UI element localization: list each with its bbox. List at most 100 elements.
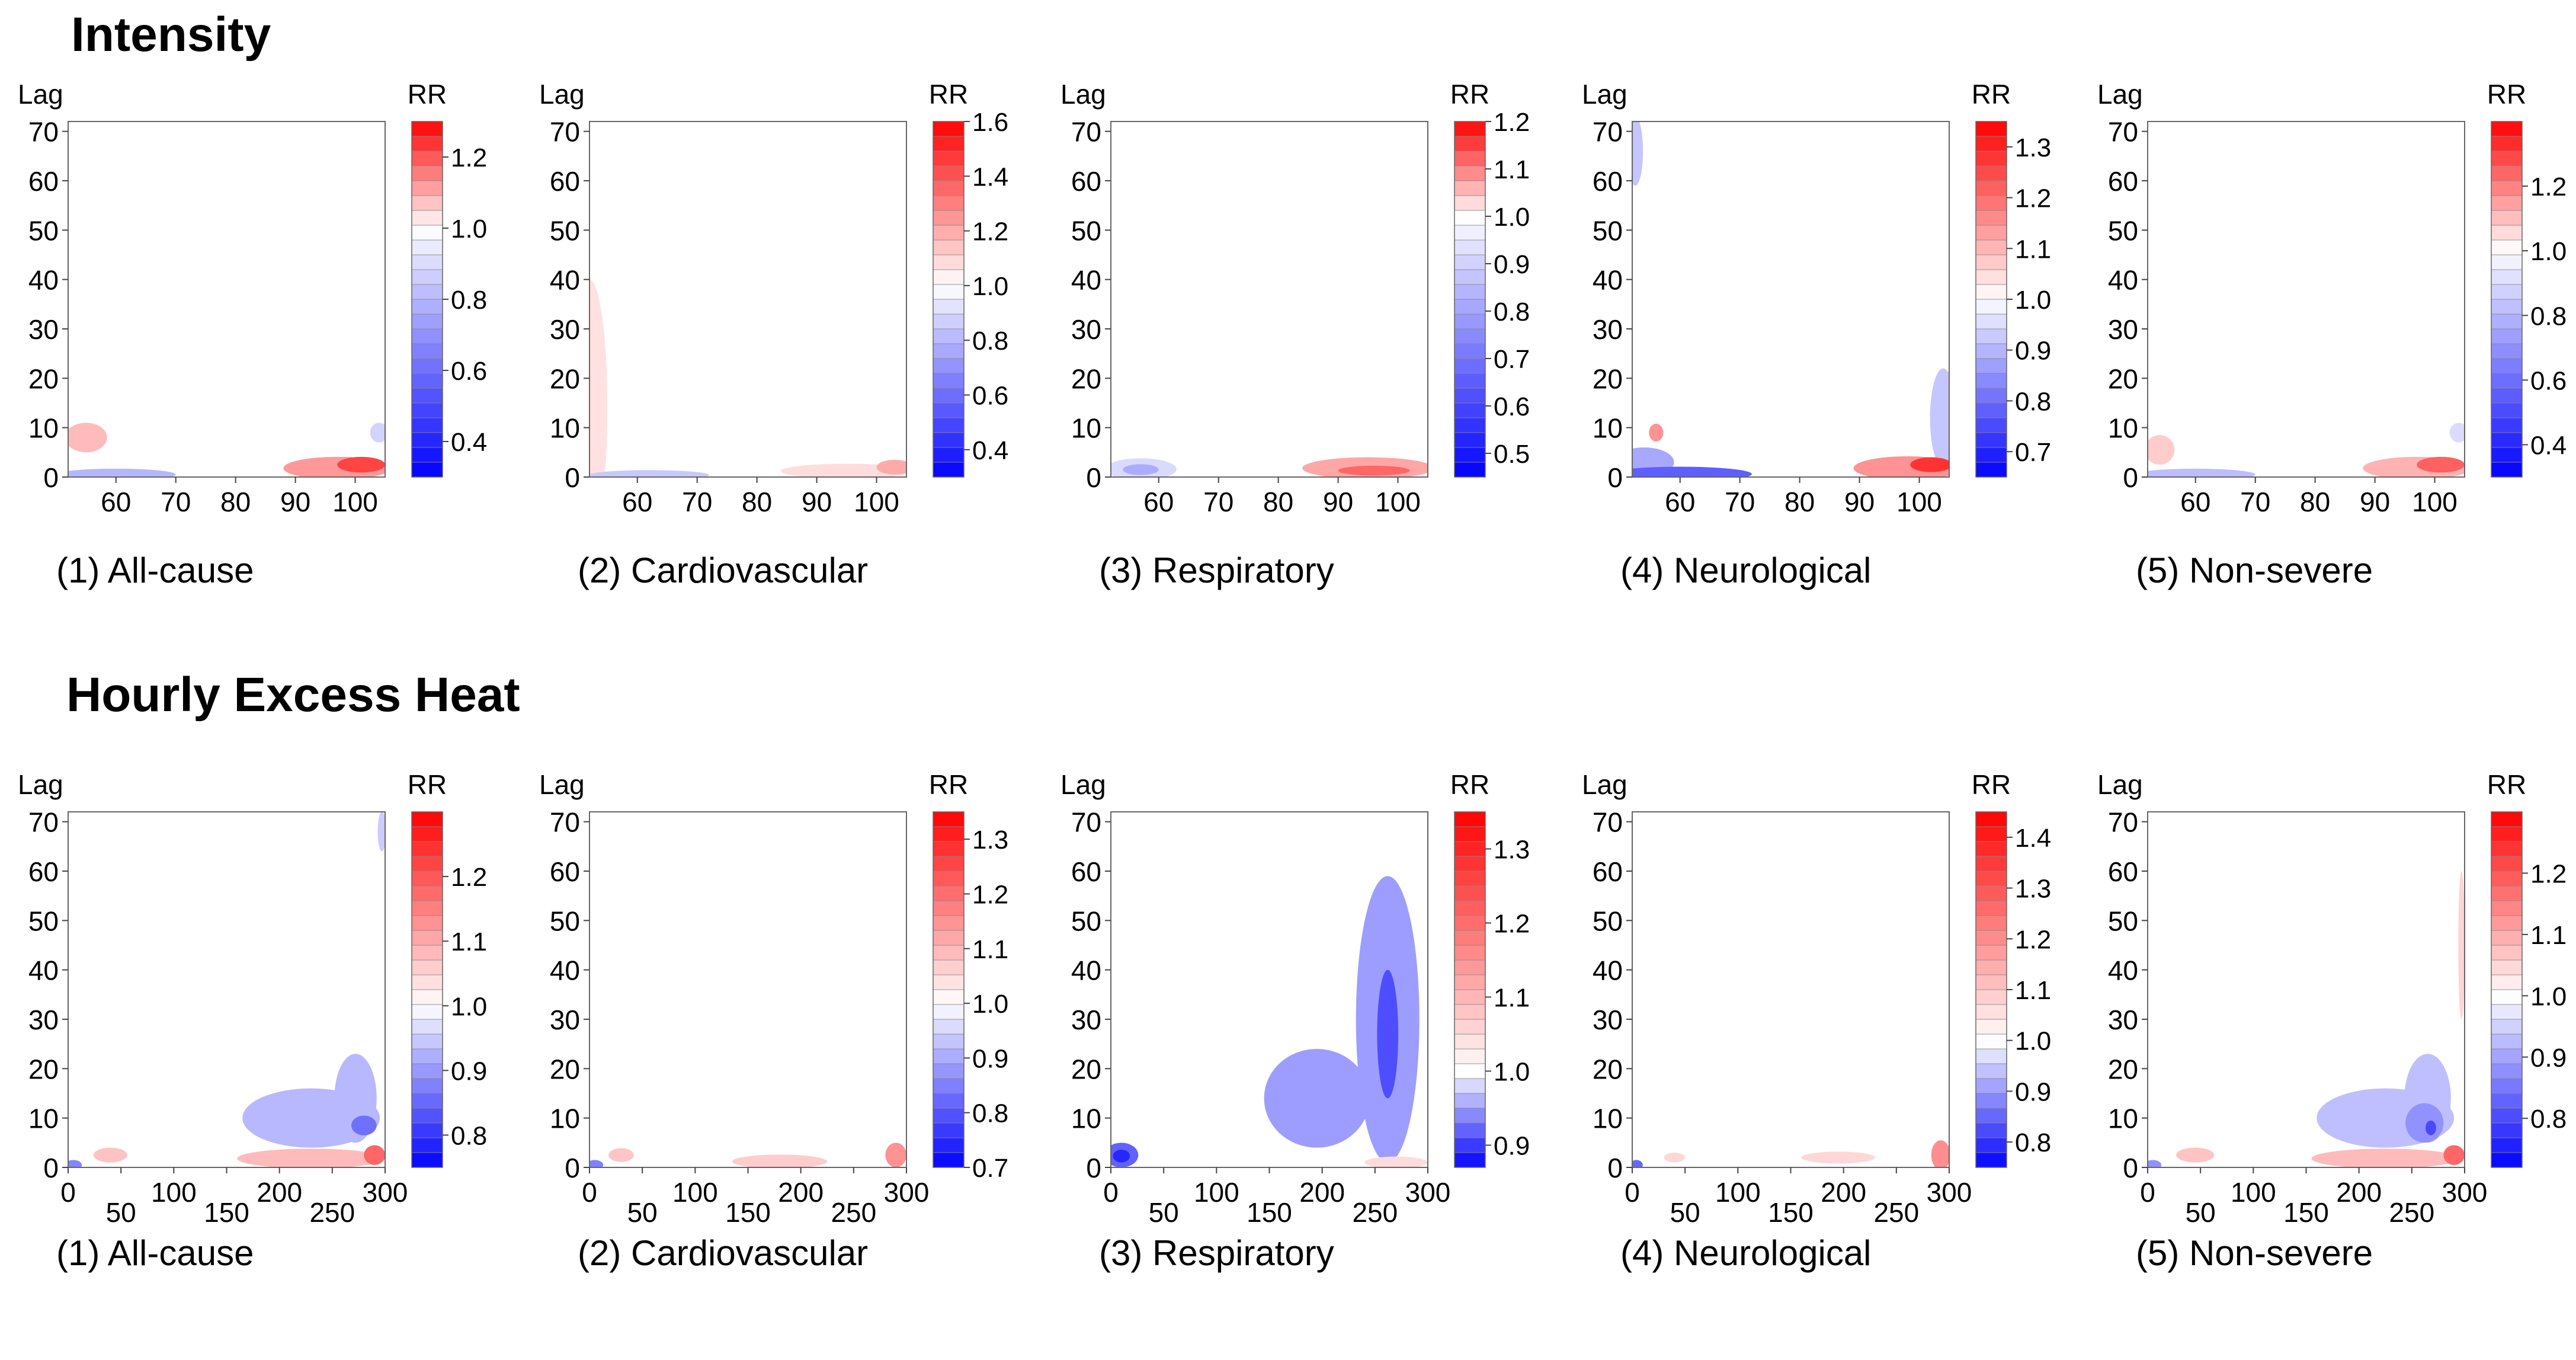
- panel-caption: (2) Cardiovascular: [578, 551, 869, 590]
- colorbar-step: [411, 373, 443, 389]
- colorbar-step: [1975, 388, 2007, 404]
- x-tick-label: 250: [831, 1197, 876, 1228]
- colorbar-step: [2491, 989, 2523, 1005]
- y-tick-label: 0: [1607, 1153, 1623, 1183]
- colorbar-step: [411, 462, 443, 478]
- colorbar-step: [1975, 1004, 2007, 1020]
- x-tick-label: 150: [1768, 1197, 1814, 1228]
- colorbar-step: [411, 284, 443, 300]
- x-tick-label: 60: [1665, 487, 1695, 517]
- plot-area: [2148, 121, 2465, 477]
- y-axis-label: Lag: [539, 769, 585, 800]
- colorbar-label: RR: [1450, 769, 1489, 800]
- colorbar-step: [411, 1137, 443, 1153]
- rr-contour-region: [68, 468, 176, 477]
- x-tick-label: 70: [682, 487, 712, 517]
- colorbar-tick-label: 1.2: [972, 217, 1008, 247]
- colorbar-step: [1454, 417, 1486, 433]
- y-tick-label: 20: [28, 1054, 59, 1084]
- panel-caption: (5) Non-severe: [2136, 551, 2373, 590]
- rr-contour-region: [1632, 1160, 1643, 1167]
- y-tick-label: 60: [1593, 166, 1623, 197]
- colorbar-step: [2491, 1004, 2523, 1020]
- y-tick-label: 40: [1071, 955, 1101, 986]
- colorbar-step: [933, 299, 965, 315]
- colorbar-step: [933, 974, 965, 990]
- x-tick-label: 50: [1149, 1197, 1179, 1228]
- colorbar-tick-label: 1.6: [972, 108, 1008, 137]
- rr-contour-region: [2449, 423, 2465, 443]
- y-tick-label: 0: [565, 462, 580, 493]
- x-tick-label: 80: [2300, 487, 2330, 517]
- colorbar-tick-label: 1.2: [2015, 184, 2051, 213]
- colorbar-step: [2491, 180, 2523, 196]
- colorbar-step: [933, 210, 965, 226]
- colorbar-tick-label: 0.5: [1494, 440, 1530, 469]
- y-axis-label: Lag: [2097, 79, 2143, 110]
- x-tick-label: 90: [1323, 487, 1353, 517]
- rr-contour-region: [1123, 464, 1159, 475]
- y-tick-label: 40: [1593, 955, 1623, 986]
- colorbar-tick-label: 1.1: [1494, 155, 1530, 184]
- y-tick-label: 60: [550, 166, 580, 197]
- plot-frame: [1110, 121, 1428, 478]
- colorbar-tick-label: 0.9: [2530, 1044, 2567, 1073]
- colorbar-step: [1975, 210, 2007, 226]
- colorbar-step: [1975, 432, 2007, 448]
- colorbar-label: RR: [929, 769, 968, 800]
- y-tick-label: 20: [2108, 363, 2138, 394]
- colorbar-step: [933, 1063, 965, 1079]
- chart-panel: 0 10 20 30 40 50 60 70 Lag 0 50 100 150 200 250 300 0.7 0…: [521, 767, 1031, 1360]
- colorbar-step: [2491, 358, 2523, 374]
- rr-contour-region: [1910, 457, 1949, 472]
- y-tick-label: 10: [1593, 1103, 1623, 1134]
- colorbar-step: [1975, 328, 2007, 344]
- colorbar-step: [933, 945, 965, 961]
- colorbar-step: [933, 373, 965, 389]
- colorbar-label: RR: [929, 79, 968, 110]
- colorbar-step: [1975, 989, 2007, 1005]
- y-tick-label: 30: [28, 1004, 59, 1035]
- colorbar-step: [411, 328, 443, 344]
- x-tick-label: 150: [1247, 1197, 1292, 1228]
- colorbar-step: [1454, 1004, 1486, 1020]
- plot-frame: [68, 121, 386, 478]
- colorbar-step: [2491, 1137, 2523, 1153]
- y-tick-label: 70: [28, 807, 59, 838]
- y-tick-label: 30: [1593, 314, 1623, 345]
- plot-area: [1111, 121, 1428, 477]
- colorbar-step: [411, 165, 443, 181]
- y-tick-label: 50: [1593, 215, 1623, 246]
- colorbar-tick-label: 0.4: [2530, 431, 2567, 460]
- x-tick-label: 70: [2240, 487, 2270, 517]
- colorbar-tick-label: 1.4: [972, 162, 1008, 191]
- y-tick-label: 0: [1607, 462, 1623, 493]
- colorbar-step: [1454, 136, 1486, 152]
- colorbar-step: [411, 959, 443, 975]
- colorbar-step: [411, 299, 443, 315]
- y-tick-label: 10: [1071, 413, 1101, 444]
- colorbar-step: [411, 239, 443, 255]
- colorbar-tick-label: 1.0: [2015, 286, 2051, 315]
- colorbar-step: [933, 1033, 965, 1049]
- colorbar-step: [411, 974, 443, 990]
- colorbar-step: [933, 900, 965, 916]
- colorbar-step: [2491, 945, 2523, 961]
- plot-area: [1632, 812, 1949, 1167]
- colorbar-step: [1975, 1019, 2007, 1035]
- colorbar-step: [1454, 841, 1486, 857]
- y-tick-label: 60: [2108, 856, 2138, 887]
- colorbar-step: [2491, 313, 2523, 329]
- plot-frame: [589, 121, 907, 478]
- colorbar-step: [933, 959, 965, 975]
- colorbar-step: [2491, 900, 2523, 916]
- plot-area: [589, 812, 906, 1167]
- colorbar-step: [1975, 343, 2007, 359]
- colorbar-step: [933, 447, 965, 463]
- colorbar-tick-label: 0.9: [451, 1057, 487, 1086]
- y-tick-label: 60: [1593, 856, 1623, 887]
- panel-caption: (1) All-cause: [56, 551, 254, 590]
- colorbar-step: [1454, 313, 1486, 329]
- colorbar-tick-label: 0.8: [2015, 387, 2051, 416]
